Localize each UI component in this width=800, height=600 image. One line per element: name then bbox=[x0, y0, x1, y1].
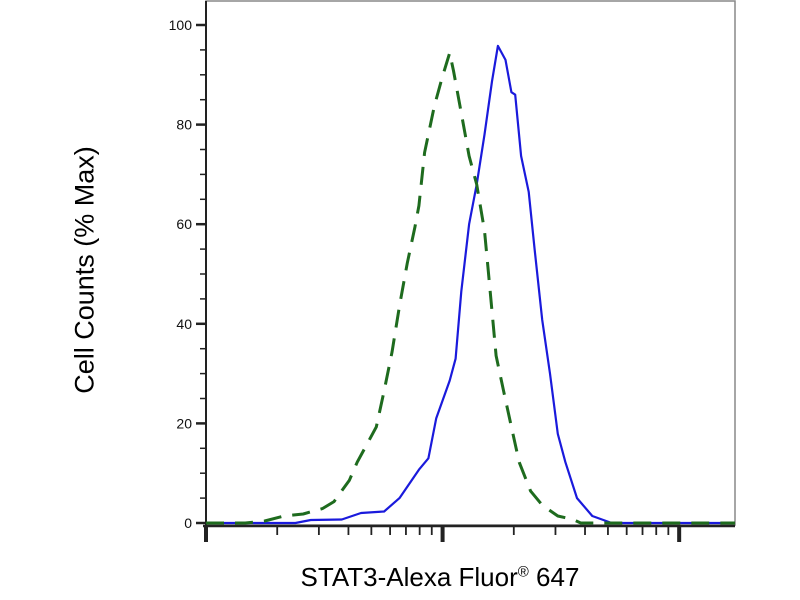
y-tick-label: 80 bbox=[176, 117, 192, 133]
y-tick-label: 0 bbox=[184, 515, 192, 531]
registered-mark: ® bbox=[517, 563, 529, 581]
y-axis-title: Cell Counts (% Max) bbox=[69, 146, 100, 394]
x-axis-title: STAT3-Alexa Fluor® 647 bbox=[300, 562, 580, 592]
y-tick-label: 60 bbox=[176, 216, 192, 232]
y-tick-label: 20 bbox=[176, 415, 192, 431]
stat3-histogram-line bbox=[206, 44, 735, 525]
plot-frame bbox=[205, 0, 736, 526]
y-tick-label: 40 bbox=[176, 316, 192, 332]
control-histogram-line bbox=[206, 51, 735, 525]
y-tick-label: 100 bbox=[169, 17, 193, 33]
